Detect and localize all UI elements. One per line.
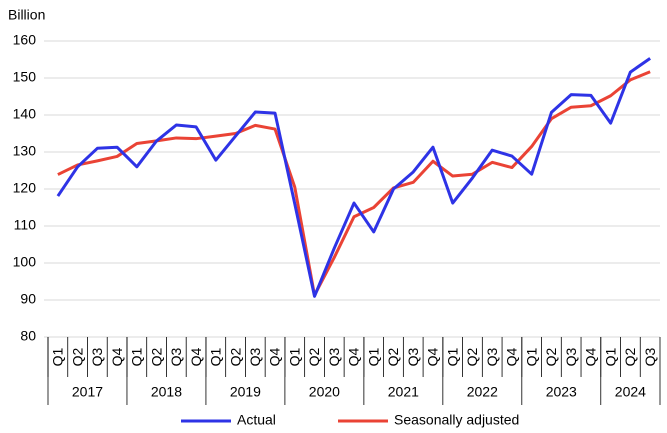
y-tick-label: 140 <box>13 106 37 122</box>
x-group-label: 2022 <box>467 384 498 400</box>
y-tick-label: 100 <box>13 254 37 270</box>
x-tick-label: Q3 <box>642 347 658 366</box>
x-tick-label: Q1 <box>602 347 618 366</box>
x-tick-label: Q3 <box>168 347 184 366</box>
x-tick-label: Q1 <box>129 347 145 366</box>
x-tick-label: Q3 <box>247 347 263 366</box>
x-tick-label: Q2 <box>148 347 164 366</box>
y-axis-label: Billion <box>8 7 45 23</box>
x-tick-label: Q3 <box>405 347 421 366</box>
x-tick-label: Q1 <box>208 347 224 366</box>
x-tick-label: Q2 <box>69 347 85 366</box>
x-tick-label: Q1 <box>50 347 66 366</box>
x-group-label: 2024 <box>615 384 646 400</box>
x-group-label: 2023 <box>546 384 577 400</box>
x-tick-label: Q3 <box>326 347 342 366</box>
x-group-label: 2019 <box>230 384 261 400</box>
x-tick-label: Q4 <box>504 347 520 366</box>
series-line <box>56 57 651 298</box>
x-tick-label: Q4 <box>267 347 283 366</box>
x-tick-label: Q2 <box>622 347 638 366</box>
legend-label: Seasonally adjusted <box>394 412 519 428</box>
y-tick-label: 160 <box>13 32 37 48</box>
x-group-label: 2020 <box>309 384 340 400</box>
legend-label: Actual <box>237 412 276 428</box>
x-tick-label: Q2 <box>227 347 243 366</box>
x-tick-label: Q3 <box>89 347 105 366</box>
x-tick-label: Q4 <box>425 347 441 366</box>
x-tick-label: Q4 <box>188 347 204 366</box>
x-tick-label: Q3 <box>484 347 500 366</box>
y-tick-label: 80 <box>20 328 36 344</box>
x-group-label: 2021 <box>388 384 419 400</box>
x-tick-label: Q2 <box>543 347 559 366</box>
y-tick-label: 90 <box>20 291 36 307</box>
y-tick-label: 120 <box>13 180 37 196</box>
x-tick-label: Q2 <box>306 347 322 366</box>
x-group-label: 2018 <box>151 384 182 400</box>
x-tick-label: Q1 <box>286 347 302 366</box>
x-tick-label: Q3 <box>563 347 579 366</box>
x-tick-label: Q4 <box>583 347 599 366</box>
x-tick-label: Q4 <box>109 347 125 366</box>
x-tick-label: Q4 <box>346 347 362 366</box>
x-tick-label: Q2 <box>385 347 401 366</box>
x-tick-label: Q1 <box>523 347 539 366</box>
y-tick-label: 130 <box>13 143 37 159</box>
x-tick-label: Q1 <box>365 347 381 366</box>
x-group-label: 2017 <box>72 384 103 400</box>
y-tick-label: 110 <box>14 217 37 233</box>
x-tick-label: Q1 <box>444 347 460 366</box>
y-tick-label: 150 <box>13 69 37 85</box>
x-tick-label: Q2 <box>464 347 480 366</box>
